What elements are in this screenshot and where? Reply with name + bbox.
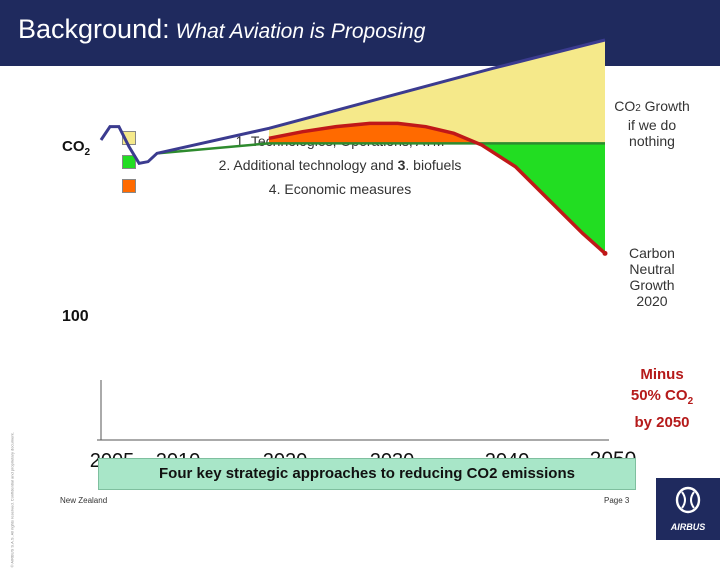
area-technologies-operations-atm	[269, 40, 605, 144]
legend-line-3: 4. Economic measures	[268, 181, 412, 197]
co2-emissions-chart	[97, 38, 609, 441]
legend-co2-label: CO2	[62, 138, 91, 158]
legend-line-2: 2. Additional technology and 3. biofuels	[218, 157, 462, 173]
line-growth-if-nothing	[99, 38, 606, 165]
airbus-logo-mark	[675, 486, 701, 514]
legend-swatch-green	[122, 155, 136, 169]
area-economic-measures	[269, 123, 605, 144]
point-2050-target	[602, 250, 608, 256]
footer-location: New Zealand	[60, 496, 108, 505]
confidentiality-notice: © AIRBUS S.A.S. All rights reserved. Con…	[9, 432, 15, 568]
line-carbon-neutral-growth	[156, 142, 605, 155]
airbus-logo-text: AIRBUS	[670, 522, 706, 532]
header-bar: Background: What Aviation is Proposing	[0, 0, 720, 66]
page-number: Page 3	[604, 496, 630, 505]
annotation-carbon-neutral: Carbon Neutral Growth 2020	[629, 245, 675, 309]
annotation-minus-50: Minus 50% CO2 by 2050	[630, 366, 694, 431]
y-reference-label: 100	[62, 308, 89, 325]
legend-swatch-orange	[122, 179, 136, 193]
slide-subtitle: What Aviation is Proposing	[175, 20, 426, 43]
strategy-banner: Four key strategic approaches to reducin…	[98, 458, 636, 490]
annotation-growth-if-nothing: CO2 Growth if we do nothing	[614, 98, 690, 149]
slide-title: Background: What Aviation is Proposing	[18, 14, 426, 44]
line-minus-50-percent	[268, 121, 607, 255]
airbus-logo: AIRBUS	[656, 478, 720, 540]
area-additional-technology-biofuels	[269, 143, 605, 254]
